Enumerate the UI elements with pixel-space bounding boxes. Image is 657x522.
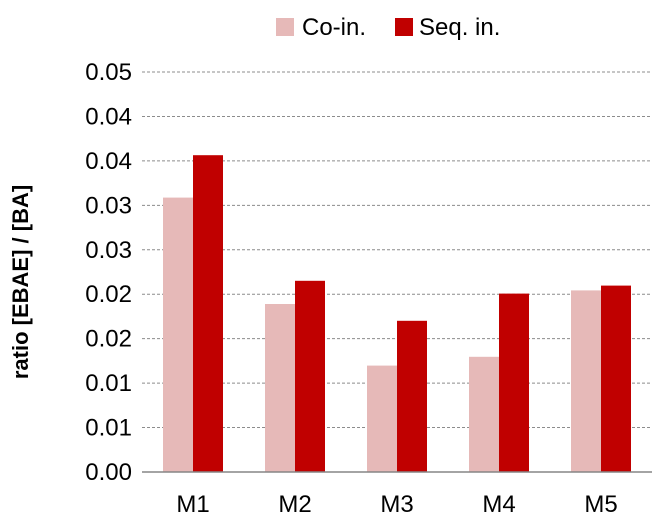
bar-m1-series-1 (163, 197, 193, 472)
y-tick-labels: 0.00 0.01 0.01 0.02 0.02 0.03 0.03 0.04 0.04 0.05 (85, 59, 132, 486)
bar-m1-series-2 (193, 155, 223, 472)
y-tick-label: 0.01 (85, 370, 132, 397)
x-tick-label: M5 (584, 491, 617, 518)
bar-m5-series-1 (571, 290, 601, 472)
x-tick-label: M2 (278, 491, 311, 518)
legend-swatch-series-2 (395, 18, 413, 36)
legend-label-series-1: Co-in. (302, 14, 366, 41)
y-tick-label: 0.03 (85, 237, 132, 264)
bar-m4-series-2 (499, 293, 529, 472)
bar-m5-series-2 (601, 285, 631, 472)
y-tick-label: 0.01 (85, 415, 132, 442)
y-tick-label: 0.04 (85, 148, 132, 175)
y-axis-title: ratio [EBAE] / [BA] (8, 185, 33, 379)
legend-swatch-series-1 (276, 18, 294, 36)
bar-m3-series-1 (367, 365, 397, 472)
legend: Co-in. Seq. in. (276, 14, 500, 41)
y-tick-label: 0.03 (85, 192, 132, 219)
bars (163, 155, 631, 472)
x-tick-labels: M1 M2 M3 M4 M5 (176, 491, 617, 518)
grid-lines (142, 71, 652, 429)
bar-m4-series-1 (469, 356, 499, 472)
y-tick-label: 0.05 (85, 59, 132, 86)
bar-m3-series-2 (397, 320, 427, 472)
x-tick-label: M4 (482, 491, 515, 518)
y-tick-label: 0.02 (85, 281, 132, 308)
bar-m2-series-2 (295, 280, 325, 472)
y-tick-label: 0.02 (85, 326, 132, 353)
y-tick-label: 0.00 (85, 459, 132, 486)
y-tick-label: 0.04 (85, 103, 132, 130)
x-tick-label: M1 (176, 491, 209, 518)
legend-label-series-2: Seq. in. (419, 14, 500, 41)
x-tick-label: M3 (380, 491, 413, 518)
bar-m2-series-1 (265, 304, 295, 472)
